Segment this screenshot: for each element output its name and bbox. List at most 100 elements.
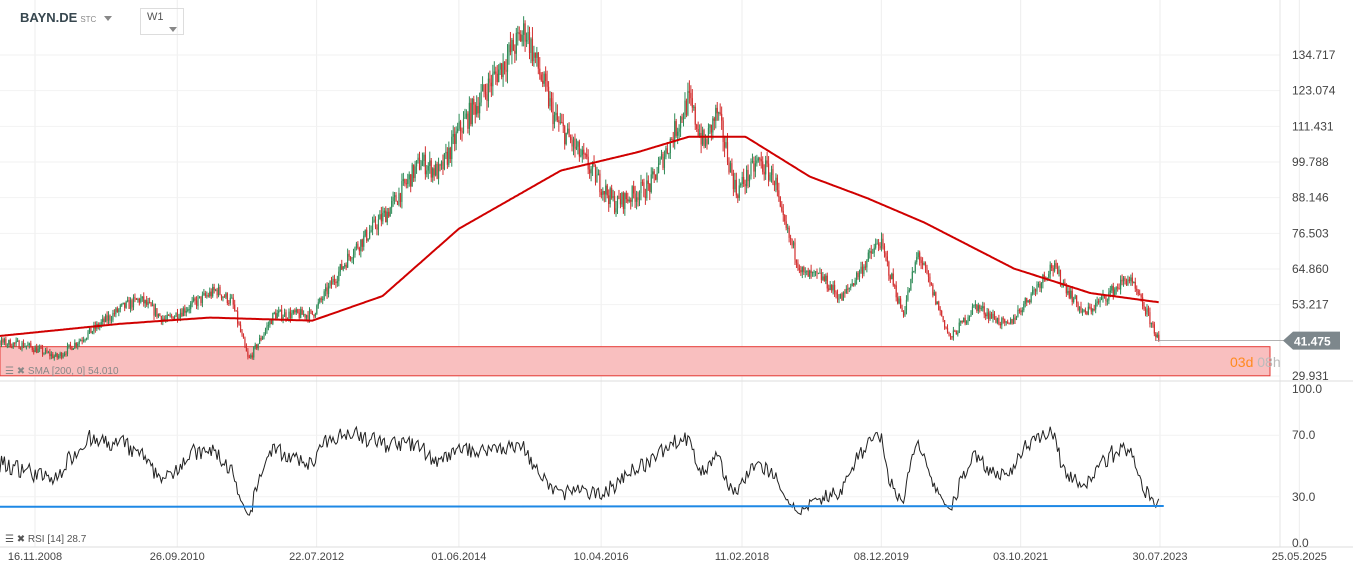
y-tick-label: 64.860 <box>1292 262 1329 276</box>
candle-up <box>596 174 598 183</box>
candle-down <box>857 272 859 278</box>
candle-down <box>81 340 83 342</box>
candle-down <box>938 301 940 310</box>
candle-up <box>1067 290 1069 294</box>
rsi-legend[interactable]: ☰ ✖ RSI [14] 28.7 <box>5 534 86 545</box>
candle-up <box>1048 274 1050 278</box>
candle-down <box>879 245 881 249</box>
candle-up <box>423 154 425 162</box>
candle-down <box>528 31 531 53</box>
candle-up <box>273 312 275 314</box>
candle-down <box>954 330 956 332</box>
timeframe-value: W1 <box>147 11 164 23</box>
candle-up <box>809 270 811 277</box>
candle-down <box>776 177 778 191</box>
timeframe-select[interactable]: W1 <box>140 8 184 35</box>
candle-down <box>223 296 226 298</box>
candle-down <box>234 304 236 311</box>
candle-up <box>729 163 732 173</box>
candle-up <box>511 39 513 53</box>
candle-up <box>567 128 569 133</box>
candle-up <box>549 98 551 107</box>
candle-down <box>251 355 253 358</box>
candle-down <box>747 169 749 182</box>
candle-down <box>1147 308 1150 313</box>
candle-up <box>344 264 346 267</box>
candle-down <box>1039 283 1041 289</box>
candle-up <box>591 163 594 169</box>
candle-down <box>547 86 550 107</box>
candle-down <box>901 308 903 312</box>
candle-down <box>722 120 724 142</box>
candle-down <box>685 100 688 115</box>
candle-down <box>1149 312 1151 325</box>
candle-up <box>3 339 6 343</box>
candle-down <box>248 356 250 358</box>
candle-down <box>939 309 941 311</box>
candle-up <box>154 308 157 316</box>
candle-down <box>1043 274 1045 278</box>
candle-up <box>352 254 355 259</box>
candle-down <box>1142 297 1144 307</box>
candle-up <box>867 252 869 261</box>
candle-up <box>536 52 538 58</box>
candle-down <box>149 301 151 303</box>
candle-up <box>80 340 82 342</box>
candle-down <box>571 140 573 147</box>
candle-up <box>527 31 529 40</box>
candle-up <box>970 314 972 316</box>
candle-down <box>232 297 234 305</box>
candle-down <box>784 215 786 222</box>
candle-up <box>1122 277 1125 282</box>
candle-up <box>288 311 290 319</box>
candle-up <box>259 338 261 344</box>
candle-down <box>413 164 415 179</box>
candle-countdown: 03d 08h <box>1230 354 1281 370</box>
candle-up <box>704 139 707 146</box>
candle-down <box>941 310 943 317</box>
candle-up <box>684 100 686 119</box>
candle-up <box>756 160 758 164</box>
candle-up <box>157 314 160 317</box>
countdown-days: 03d <box>1230 354 1254 370</box>
candle-down <box>150 302 152 307</box>
candle-up <box>25 345 28 347</box>
candle-up <box>267 325 270 327</box>
candle-up <box>657 163 660 174</box>
candle-up <box>506 55 509 72</box>
candle-up <box>85 337 88 340</box>
candle-down <box>1059 269 1062 285</box>
candle-down <box>942 316 944 321</box>
candle-up <box>1127 279 1129 285</box>
candle-up <box>709 124 711 128</box>
candle-up <box>787 227 789 229</box>
candle-down <box>1117 287 1119 289</box>
candle-down <box>41 347 44 354</box>
candle-down <box>1065 284 1067 294</box>
candle-down <box>490 82 492 87</box>
candle-down <box>949 334 952 337</box>
candle-down <box>219 287 221 295</box>
candle-down <box>888 261 890 276</box>
symbol-tag: STC <box>80 15 97 24</box>
candle-down <box>204 293 206 296</box>
candle-up <box>8 340 10 345</box>
candle-down <box>1077 303 1079 311</box>
candle-up <box>314 313 316 317</box>
sma-legend[interactable]: ☰ ✖ SMA [200, 0] 54.010 <box>5 366 119 377</box>
symbol-selector[interactable]: BAYN.DE STC <box>20 10 113 25</box>
candle-down <box>242 334 245 339</box>
candle-down <box>542 80 544 84</box>
candle-up <box>185 310 187 313</box>
candle-up <box>66 345 69 355</box>
candle-down <box>562 122 564 127</box>
candle-down <box>474 104 476 115</box>
candle-down <box>505 69 507 72</box>
candle-down <box>892 273 894 286</box>
candle-up <box>770 169 773 176</box>
candle-down <box>773 184 776 186</box>
candle-up <box>129 300 132 309</box>
candle-down <box>1105 296 1107 301</box>
